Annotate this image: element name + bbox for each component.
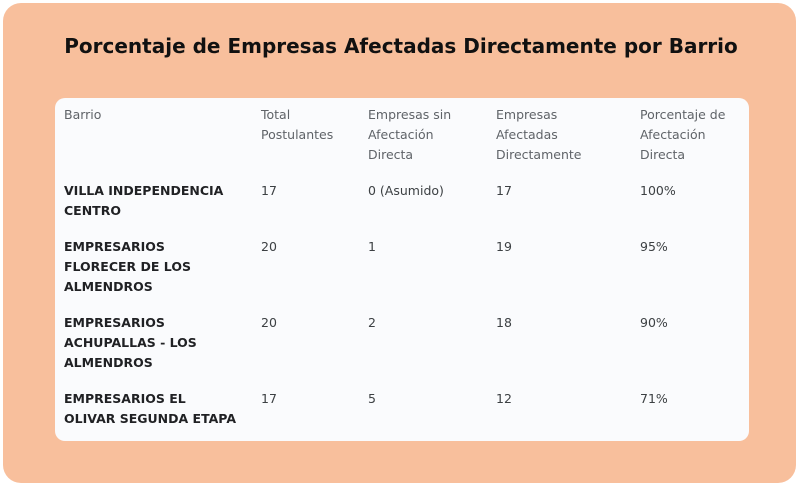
page-title: Porcentaje de Empresas Afectadas Directa… (64, 34, 738, 58)
table-row-3-barrio: EMPRESARIOS ACHUPALLAS - LOS ALMENDROS (64, 315, 197, 370)
table-row-4-total: 17 (261, 391, 277, 406)
table-row-1-barrio: VILLA INDEPENDENCIA CENTRO (64, 183, 224, 218)
header-empresas-afectadas: Empresas Afectadas Directamente (496, 107, 582, 162)
table-row-2-sin-afectacion: 1 (368, 239, 376, 254)
table-row-4-porcentaje: 71% (640, 391, 668, 406)
table-row-3-sin-afectacion: 2 (368, 315, 376, 330)
table-row-3-total: 20 (261, 315, 277, 330)
table-row-4-barrio: EMPRESARIOS EL OLIVAR SEGUNDA ETAPA (64, 391, 236, 426)
table-row-1-sin-afectacion: 0 (Asumido) (368, 183, 444, 198)
table-row-2-afectadas: 19 (496, 239, 512, 254)
table-row-2-barrio: EMPRESARIOS FLORECER DE LOS ALMENDROS (64, 239, 191, 294)
table-row-2-total: 20 (261, 239, 277, 254)
header-total-postulantes: Total Postulantes (261, 107, 334, 142)
table-row-4-sin-afectacion: 5 (368, 391, 376, 406)
header-barrio: Barrio (64, 107, 102, 122)
table-row-1-porcentaje: 100% (640, 183, 676, 198)
header-porcentaje: Porcentaje de Afectación Directa (640, 107, 726, 162)
table-row-3-afectadas: 18 (496, 315, 512, 330)
header-empresas-sin-afectacion: Empresas sin Afectación Directa (368, 107, 452, 162)
table-row-1-total: 17 (261, 183, 277, 198)
table-row-1-afectadas: 17 (496, 183, 512, 198)
table-row-3-porcentaje: 90% (640, 315, 668, 330)
table-row-2-porcentaje: 95% (640, 239, 668, 254)
data-table: Barrio Total Postulantes Empresas sin Af… (55, 98, 749, 441)
table-row-4-afectadas: 12 (496, 391, 512, 406)
